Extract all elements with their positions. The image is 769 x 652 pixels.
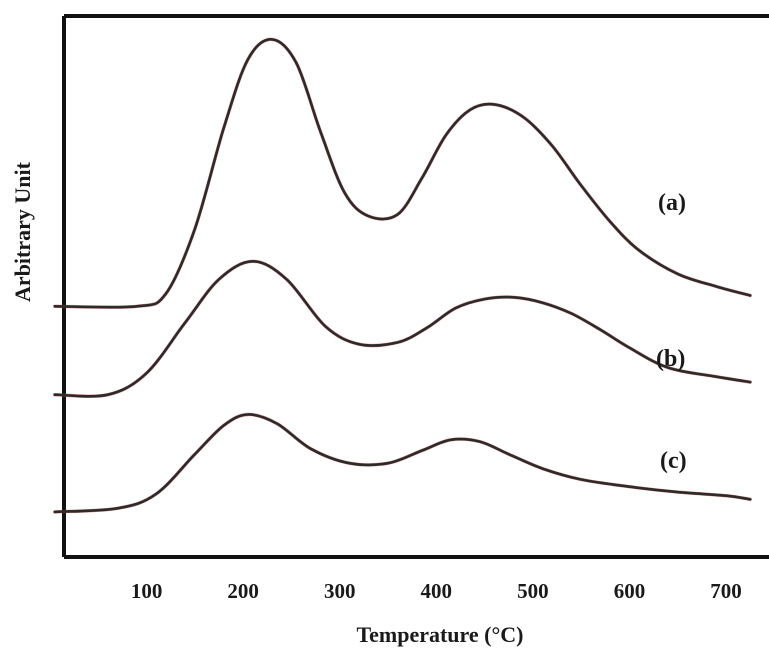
x-tick-label-300: 300 (324, 579, 356, 603)
x-tick-label-600: 600 (614, 579, 646, 603)
series-line-shadow-2 (53, 412, 752, 514)
series-line-2 (53, 413, 752, 514)
series-label-0: (a) (658, 190, 686, 216)
plot-frame (62, 14, 769, 559)
series-label-2: (c) (660, 448, 687, 474)
series-label-1: (b) (656, 346, 685, 372)
x-tick-label-500: 500 (517, 579, 549, 603)
series-line-shadow-1 (53, 259, 752, 398)
series-line-1 (53, 260, 752, 398)
x-tick-label-100: 100 (131, 579, 163, 603)
x-tick-label-700: 700 (710, 579, 742, 603)
series-line-shadow-0 (53, 37, 752, 309)
x-ticks: 100 200 300 400 500 600 700 (131, 579, 742, 603)
series-group: (a) (b) (c) (53, 37, 752, 514)
y-axis-label: Arbitrary Unit (10, 161, 35, 302)
series-line-0 (53, 38, 752, 309)
x-axis-label: Temperature (°C) (356, 622, 523, 647)
x-tick-label-200: 200 (227, 579, 259, 603)
x-tick-label-400: 400 (421, 579, 453, 603)
